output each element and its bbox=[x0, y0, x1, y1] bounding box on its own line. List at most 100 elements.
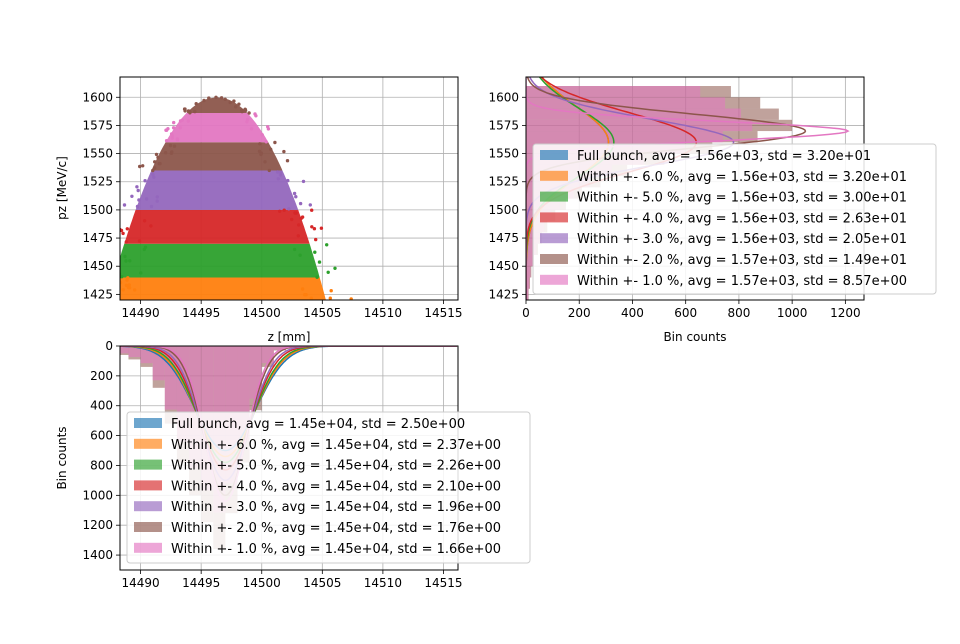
legend-swatch bbox=[134, 542, 162, 553]
scatter-x-label: z [mm] bbox=[268, 330, 311, 344]
scatter-point bbox=[124, 240, 128, 244]
scatter-point bbox=[151, 168, 155, 173]
z-fit-curve bbox=[120, 346, 457, 458]
scatter-point bbox=[183, 107, 187, 111]
pz-histogram-panel: 0 200 400 600 800 1000 1200 1425 1450 1475 1500 15… bbox=[488, 76, 937, 344]
scatter-point bbox=[317, 260, 322, 264]
scatter-point bbox=[170, 133, 174, 138]
x-tick-label: 1000 bbox=[777, 306, 808, 320]
x-tick-label: 14515 bbox=[424, 306, 462, 320]
scatter-point bbox=[135, 204, 140, 209]
scatter-point bbox=[254, 114, 258, 118]
scatter-point bbox=[296, 234, 300, 238]
scatter-point bbox=[292, 247, 297, 252]
scatter-point bbox=[301, 179, 306, 184]
scatter-band bbox=[120, 243, 320, 278]
scatter-point bbox=[186, 109, 191, 113]
legend-swatch bbox=[134, 459, 162, 470]
legend-swatch bbox=[540, 254, 568, 264]
scatter-point bbox=[154, 152, 159, 157]
pz-hist-legend: Full bunch, avg = 1.56e+03, std = 3.20e+… bbox=[532, 143, 937, 295]
y-tick-label: 1475 bbox=[488, 231, 519, 245]
scatter-point bbox=[158, 161, 162, 166]
x-tick-label: 14495 bbox=[182, 306, 220, 320]
scatter-point bbox=[172, 120, 176, 125]
scatter-point bbox=[152, 175, 156, 179]
scatter-point bbox=[164, 139, 169, 143]
y-tick-label: 1475 bbox=[82, 231, 113, 245]
scatter-point bbox=[292, 191, 297, 196]
legend-box bbox=[126, 411, 531, 564]
scatter-band bbox=[120, 277, 326, 300]
legend-label: Within +- 5.0 %, avg = 1.56e+03, std = 3… bbox=[577, 191, 907, 206]
scatter-point bbox=[257, 149, 262, 153]
scatter-point bbox=[282, 149, 286, 154]
scatter-point bbox=[240, 108, 244, 113]
scatter-point bbox=[298, 201, 303, 206]
scatter-point bbox=[137, 198, 141, 202]
scatter-point bbox=[232, 99, 236, 103]
scatter-point bbox=[319, 226, 324, 230]
legend-label: Within +- 6.0 %, avg = 1.45e+04, std = 2… bbox=[171, 438, 501, 453]
scatter-point bbox=[175, 137, 179, 141]
y-tick-label: 1575 bbox=[488, 118, 519, 132]
y-tick-label: 400 bbox=[90, 399, 113, 413]
scatter-point bbox=[202, 98, 206, 103]
y-tick-label: 1500 bbox=[82, 203, 113, 217]
legend-swatch bbox=[540, 170, 568, 181]
x-tick-label: 400 bbox=[621, 306, 644, 320]
scatter-point bbox=[333, 266, 337, 270]
scatter-point bbox=[144, 197, 149, 201]
pz-hist-bar bbox=[526, 119, 753, 132]
scatter-point bbox=[141, 164, 145, 168]
scatter-point bbox=[153, 166, 157, 170]
z-histogram-panel: 14490 14495 14500 14505 14510 14515 0 200 400 60… bbox=[55, 339, 531, 590]
scatter-point bbox=[186, 119, 190, 123]
scatter-y-ticks: 1425 1450 1475 1500 1525 1550 1575 1600 bbox=[82, 90, 120, 301]
scatter-point bbox=[247, 111, 251, 115]
scatter-band bbox=[151, 142, 283, 171]
scatter-point bbox=[325, 243, 329, 247]
z-fit-curve bbox=[120, 346, 457, 452]
scatter-x-ticks: 14490 14495 14500 14505 14510 14515 bbox=[122, 300, 463, 320]
legend-label: Within +- 3.0 %, avg = 1.45e+04, std = 1… bbox=[171, 500, 501, 515]
scatter-point bbox=[214, 95, 218, 100]
scatter-point bbox=[328, 296, 332, 300]
scatter-point bbox=[263, 160, 267, 164]
z-hist-y-ticks: 0 200 400 600 800 1000 1200 1400 bbox=[82, 339, 120, 562]
x-tick-label: 14505 bbox=[303, 306, 341, 320]
legend-label: Within +- 6.0 %, avg = 1.56e+03, std = 3… bbox=[577, 170, 907, 185]
scatter-point bbox=[298, 253, 302, 257]
scatter-point bbox=[234, 105, 238, 109]
scatter-band bbox=[135, 170, 299, 210]
y-tick-label: 1425 bbox=[82, 287, 113, 301]
scatter-point bbox=[290, 217, 294, 222]
scatter-point bbox=[122, 203, 127, 207]
z-hist-bar bbox=[128, 346, 141, 358]
pz-hist-bar bbox=[526, 131, 723, 143]
scatter-point bbox=[170, 136, 174, 140]
scatter-point bbox=[315, 275, 319, 279]
scatter-point bbox=[121, 288, 125, 292]
legend-swatch bbox=[540, 233, 568, 244]
scatter-point bbox=[314, 237, 318, 242]
legend-swatch bbox=[134, 418, 162, 428]
legend-label: Full bunch, avg = 1.45e+04, std = 2.50e+… bbox=[171, 417, 465, 432]
scatter-point bbox=[149, 204, 154, 209]
legend-label: Within +- 4.0 %, avg = 1.45e+04, std = 2… bbox=[171, 479, 501, 494]
scatter-point bbox=[259, 152, 263, 157]
z-fit-curve bbox=[120, 346, 457, 464]
scatter-point bbox=[125, 278, 129, 282]
x-tick-label: 600 bbox=[674, 306, 697, 320]
scatter-point bbox=[120, 275, 124, 279]
z-fit-curve bbox=[120, 346, 457, 503]
scatter-point bbox=[303, 293, 307, 297]
scatter-point bbox=[156, 155, 160, 160]
scatter-point bbox=[170, 150, 174, 154]
scatter-point bbox=[125, 227, 129, 231]
scatter-point bbox=[309, 296, 313, 300]
legend-label: Within +- 4.0 %, avg = 1.56e+03, std = 2… bbox=[577, 211, 907, 226]
scatter-point bbox=[138, 164, 142, 169]
y-tick-label: 1000 bbox=[82, 488, 113, 502]
scatter-point bbox=[194, 102, 198, 106]
